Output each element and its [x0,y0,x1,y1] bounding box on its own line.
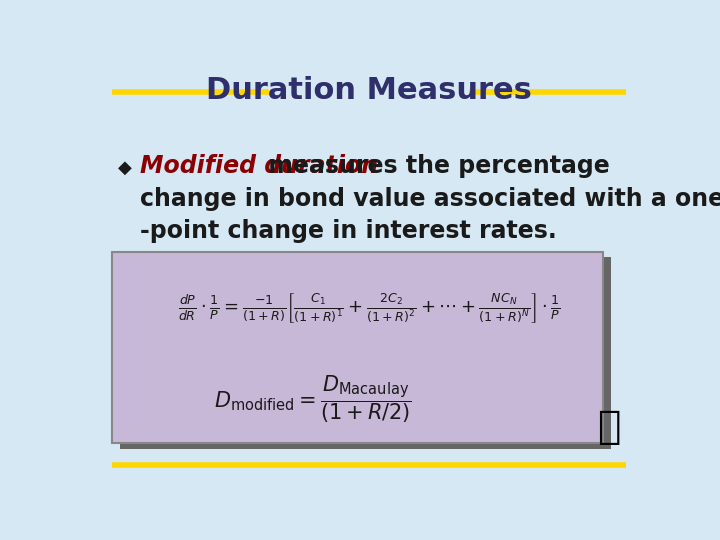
Text: change in bond value associated with a one: change in bond value associated with a o… [140,187,720,212]
Text: Modified duration: Modified duration [140,154,378,178]
Text: ◆: ◆ [118,158,132,177]
Text: $D_{\mathrm{modified}} = \dfrac{D_{\mathrm{Macaulay}}}{\left(1 + R/2\right)}$: $D_{\mathrm{modified}} = \dfrac{D_{\math… [215,374,412,426]
FancyBboxPatch shape [112,252,603,443]
FancyBboxPatch shape [120,258,611,449]
Text: $\frac{dP}{dR} \cdot \frac{1}{P} = \frac{-1}{(1+R)}\left[\frac{C_1}{(1+R)^1} + \: $\frac{dP}{dR} \cdot \frac{1}{P} = \frac… [178,291,560,325]
Text: measures the percentage: measures the percentage [260,154,610,178]
Text: -point change in interest rates.: -point change in interest rates. [140,219,557,242]
Text: Duration Measures: Duration Measures [206,77,532,105]
Text: 💰: 💰 [598,408,621,445]
